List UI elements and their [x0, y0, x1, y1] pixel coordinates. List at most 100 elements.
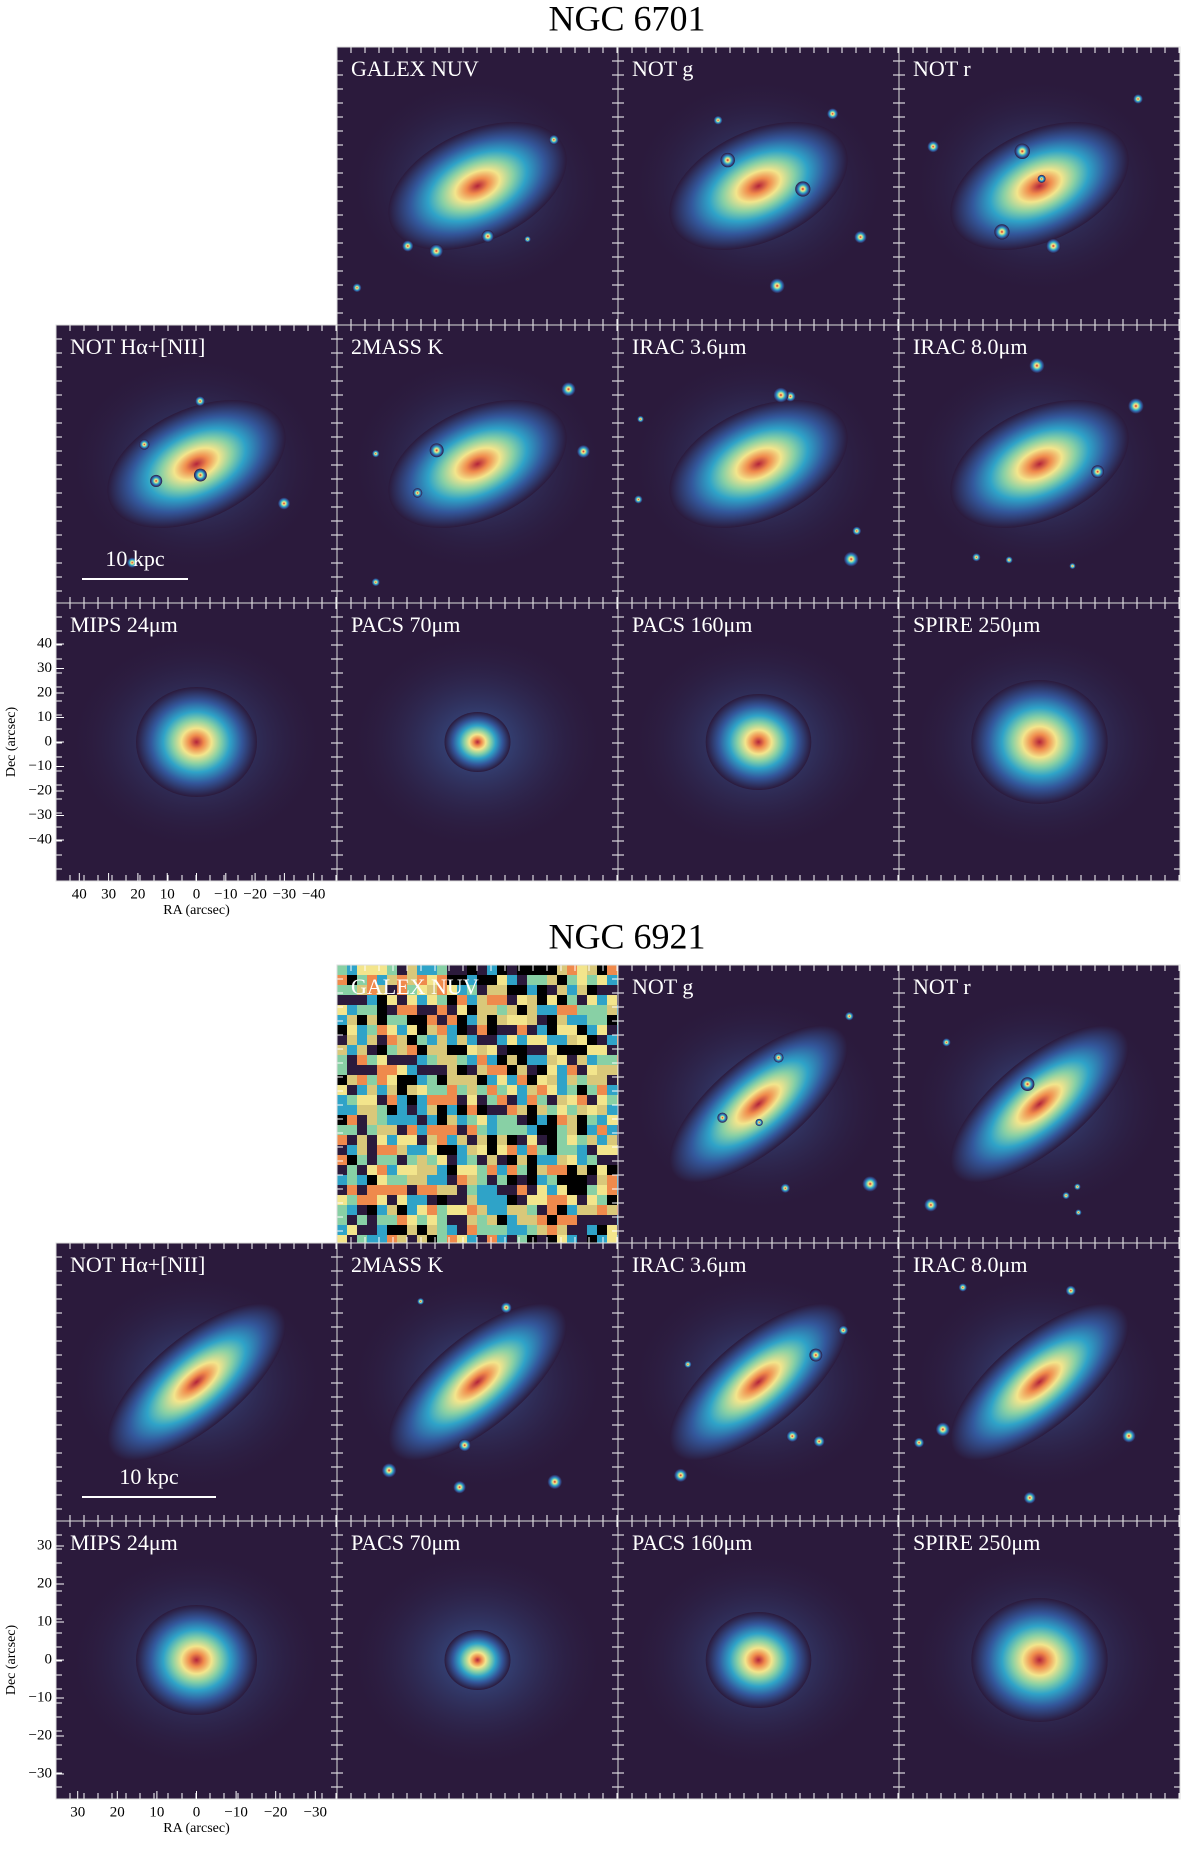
panel [618, 1521, 899, 1799]
noise-pixel [487, 1175, 497, 1185]
y-tick-label: 30 [37, 1537, 52, 1553]
noise-pixel [527, 1085, 537, 1095]
galaxy [669, 121, 848, 251]
noise-pixel [427, 1085, 437, 1095]
noise-pixel [397, 1195, 407, 1205]
y-tick-label: 20 [37, 1575, 52, 1591]
panel [56, 1243, 337, 1521]
noise-pixel [407, 1215, 417, 1225]
noise-pixel [417, 995, 427, 1005]
star [1023, 1491, 1036, 1504]
star [786, 1430, 799, 1443]
noise-pixel [567, 1155, 577, 1165]
star [1075, 1209, 1082, 1216]
noise-pixel [367, 1215, 377, 1225]
noise-pixel [337, 985, 347, 995]
noise-pixel [577, 1145, 587, 1155]
noise-pixel [427, 1105, 437, 1115]
panel-label: MIPS 24μm [70, 612, 178, 637]
noise-pixel [357, 1205, 367, 1215]
noise-pixel [437, 975, 447, 985]
noise-pixel [337, 1235, 347, 1243]
panel-label: NOT Hα+[NII] [70, 334, 205, 359]
galaxy [388, 121, 567, 251]
panel-label: IRAC 3.6μm [632, 1252, 746, 1277]
noise-pixel [427, 965, 437, 975]
noise-pixel [487, 1045, 497, 1055]
noise-pixel [567, 1075, 577, 1085]
noise-pixel [597, 1195, 607, 1205]
panel-label: NOT g [632, 974, 693, 999]
noise-pixel [397, 1125, 407, 1135]
noise-pixel [407, 1005, 417, 1015]
galaxy [705, 1612, 812, 1708]
noise-pixel [557, 1205, 567, 1215]
noise-pixel [467, 975, 477, 985]
noise-pixel [497, 1015, 507, 1025]
x-axis-label: RA (arcsec) [163, 1821, 230, 1836]
noise-pixel [497, 1055, 507, 1065]
noise-pixel [487, 1125, 497, 1135]
noise-pixel [357, 1135, 367, 1145]
panel [337, 325, 618, 603]
noise-pixel [487, 1205, 497, 1215]
noise-pixel [487, 985, 497, 995]
star [576, 444, 590, 459]
panel-label: GALEX NUV [351, 974, 479, 999]
noise-pixel [537, 1235, 547, 1243]
noise-pixel [607, 1105, 617, 1115]
noise-pixel [437, 1115, 447, 1125]
noise-pixel [527, 1155, 537, 1165]
noise-pixel [487, 1075, 497, 1085]
noise-pixel [457, 1145, 467, 1155]
panel [56, 1521, 337, 1799]
panel [56, 603, 337, 881]
noise-pixel [587, 1055, 597, 1065]
noise-pixel [417, 1075, 427, 1085]
noise-pixel [527, 965, 537, 975]
noise-pixel [437, 1005, 447, 1015]
noise-pixel [467, 1195, 477, 1205]
panel-label: SPIRE 250μm [913, 612, 1040, 637]
noise-pixel [507, 965, 517, 975]
noise-pixel [517, 965, 527, 975]
noise-pixel [547, 1205, 557, 1215]
noise-pixel [367, 1185, 377, 1195]
panel-label: NOT g [632, 56, 693, 81]
panel-label: IRAC 8.0μm [913, 1252, 1027, 1277]
star [844, 1011, 854, 1021]
star [914, 1437, 925, 1448]
noise-pixel [477, 975, 487, 985]
noise-pixel [407, 1015, 417, 1025]
noise-pixel [367, 1225, 377, 1235]
noise-pixel [427, 1225, 437, 1235]
noise-pixel [367, 1085, 377, 1095]
scale-bar-label: 10 kpc [119, 1464, 179, 1489]
noise-pixel [337, 1115, 347, 1125]
noise-pixel [577, 1185, 587, 1195]
x-tick-label: 20 [110, 1804, 125, 1820]
noise-pixel [467, 1115, 477, 1125]
noise-pixel [397, 965, 407, 975]
galaxy [107, 1303, 286, 1461]
noise-pixel [547, 1225, 557, 1235]
noise-pixel [507, 1045, 517, 1055]
noise-pixel [587, 1155, 597, 1165]
noise-pixel [547, 1195, 557, 1205]
noise-pixel [407, 1175, 417, 1185]
noise-pixel [547, 1095, 557, 1105]
noise-pixel [367, 1135, 377, 1145]
noise-pixel [597, 1035, 607, 1045]
noise-pixel [347, 1035, 357, 1045]
star [924, 1198, 938, 1212]
noise-pixel [397, 1095, 407, 1105]
noise-pixel [487, 1165, 497, 1175]
noise-pixel [427, 1025, 437, 1035]
star [1133, 94, 1143, 104]
noise-pixel [347, 1055, 357, 1065]
noise-pixel [587, 1135, 597, 1145]
star [417, 1297, 425, 1305]
noise-pixel [367, 985, 377, 995]
noise-pixel [527, 1065, 537, 1075]
star [717, 1112, 728, 1123]
